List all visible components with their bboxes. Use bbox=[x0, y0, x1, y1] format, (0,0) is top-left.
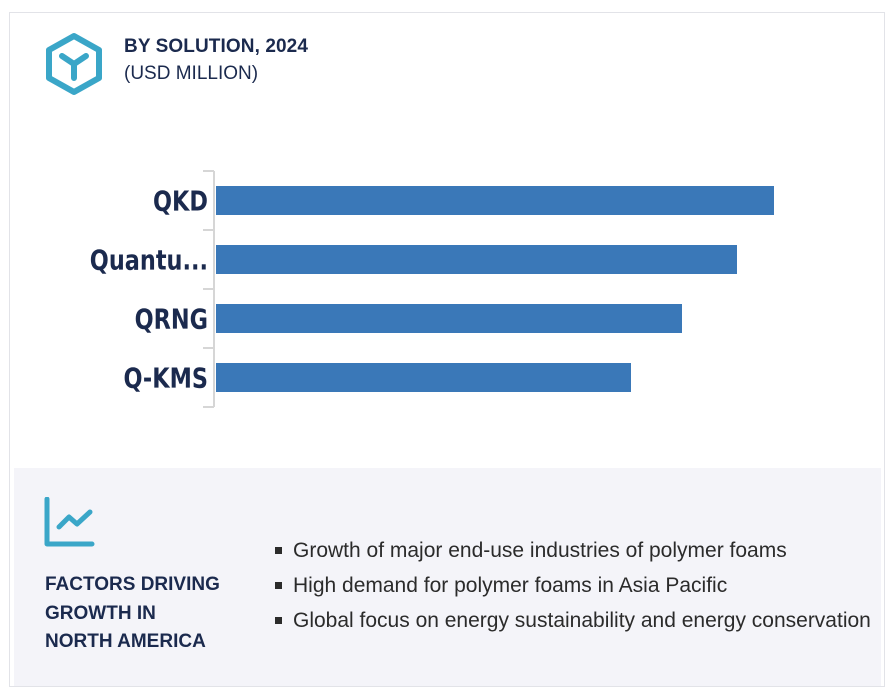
factors-title: FACTORS DRIVING GROWTH IN NORTH AMERICA bbox=[45, 571, 255, 657]
bar-quantu bbox=[216, 245, 737, 274]
chart-subtitle: (USD MILLION) bbox=[124, 63, 259, 84]
factors-title-line: GROWTH IN bbox=[45, 602, 156, 624]
bars bbox=[216, 186, 774, 392]
factor-item: Growth of major end-use industries of po… bbox=[272, 534, 872, 567]
category-label: QKD bbox=[153, 184, 208, 217]
square-bullet-icon bbox=[275, 547, 282, 554]
factors-title-line: NORTH AMERICA bbox=[45, 631, 206, 652]
factors-panel bbox=[14, 468, 881, 686]
factor-item: Global focus on energy sustainability an… bbox=[272, 604, 872, 637]
bar-qkd bbox=[216, 186, 774, 215]
category-label: Quantu... bbox=[90, 243, 208, 276]
category-axis bbox=[203, 170, 215, 408]
category-label: QRNG bbox=[135, 302, 208, 335]
factor-text: Global focus on energy sustainability an… bbox=[293, 609, 871, 632]
bar-chart: QKD Quantu... QRNG Q-KMS bbox=[90, 170, 774, 408]
square-bullet-icon bbox=[275, 617, 282, 624]
factor-item: High demand for polymer foams in Asia Pa… bbox=[272, 569, 872, 602]
factor-text: Growth of major end-use industries of po… bbox=[293, 539, 787, 562]
factors-title-line: FACTORS DRIVING bbox=[45, 574, 220, 595]
trend-line-chart-icon bbox=[44, 497, 95, 547]
factor-text: High demand for polymer foams in Asia Pa… bbox=[293, 574, 728, 597]
factors-list: Growth of major end-use industries of po… bbox=[272, 534, 872, 639]
category-labels: QKD Quantu... QRNG Q-KMS bbox=[90, 184, 208, 394]
category-label: Q-KMS bbox=[123, 361, 208, 394]
chart-title: BY SOLUTION, 2024 bbox=[124, 36, 309, 57]
bar-qrng bbox=[216, 304, 682, 333]
hexagon-cube-icon bbox=[46, 33, 102, 95]
bar-q-kms bbox=[216, 363, 631, 392]
square-bullet-icon bbox=[275, 582, 282, 589]
